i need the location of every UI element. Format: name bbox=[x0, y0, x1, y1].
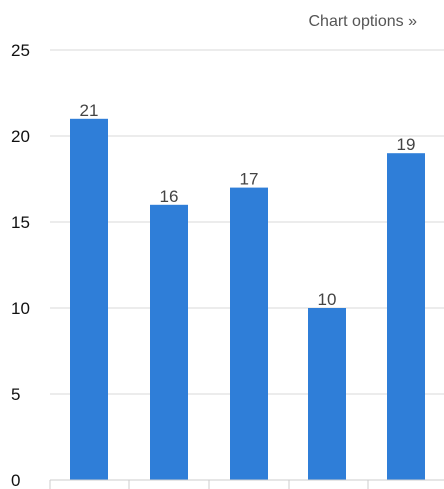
y-tick-label: 15 bbox=[11, 213, 30, 232]
y-tick-label: 5 bbox=[11, 385, 20, 404]
y-tick-label: 20 bbox=[11, 127, 30, 146]
bar bbox=[70, 118, 108, 481]
data-label: 10 bbox=[318, 290, 337, 309]
bar bbox=[308, 308, 346, 480]
data-label: 17 bbox=[240, 170, 259, 189]
y-axis-tick-labels: 0 5 10 15 20 25 bbox=[11, 41, 30, 489]
y-tick-label: 0 bbox=[11, 471, 20, 489]
x-axis bbox=[49, 479, 444, 489]
bar bbox=[230, 187, 268, 480]
bar bbox=[150, 204, 188, 481]
bar bbox=[387, 153, 425, 480]
y-tick-label: 10 bbox=[11, 299, 30, 318]
data-label: 16 bbox=[160, 187, 179, 206]
chart-options-link[interactable]: Chart options » bbox=[308, 13, 417, 30]
data-labels: 21 16 17 10 19 bbox=[80, 101, 416, 309]
data-label: 21 bbox=[80, 101, 99, 120]
bars bbox=[70, 118, 425, 481]
y-tick-label: 25 bbox=[11, 41, 30, 60]
data-label: 19 bbox=[397, 135, 416, 154]
